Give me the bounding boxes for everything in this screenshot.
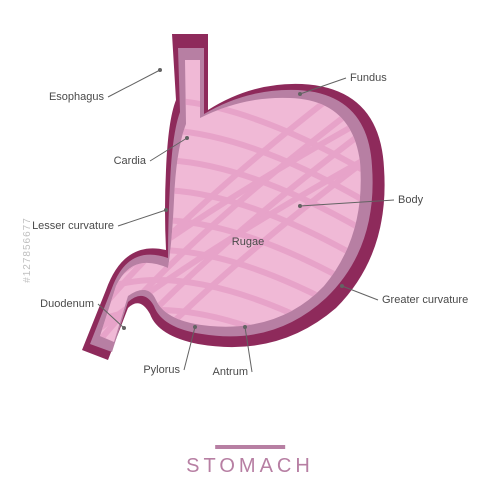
- watermark: #127856677: [22, 217, 33, 283]
- diagram-canvas: EsophagusCardiaLesser curvatureDuodenumP…: [0, 0, 500, 500]
- title-block: STOMACH: [186, 445, 314, 475]
- title-bar: [215, 445, 285, 449]
- title-text: STOMACH: [186, 455, 314, 478]
- center-label-rugae: Rugae: [232, 236, 264, 248]
- stomach-svg: [0, 0, 500, 500]
